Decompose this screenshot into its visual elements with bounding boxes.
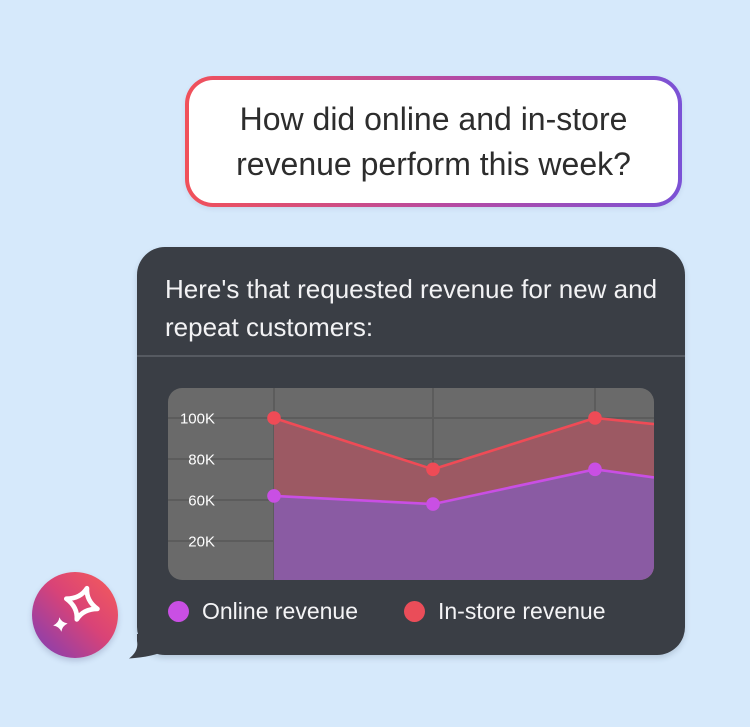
user-message-text: How did online and in-store revenue perf…: [236, 100, 631, 182]
y-axis-tick-label: 80K: [188, 452, 215, 469]
legend-label: Online revenue: [202, 598, 358, 624]
data-point-marker: [267, 489, 281, 503]
assistant-message-text: Here's that requested revenue for new an…: [165, 274, 658, 342]
data-point-marker: [588, 411, 602, 425]
data-point-marker: [426, 497, 440, 511]
series-area: [274, 469, 654, 580]
y-axis-tick-label: 60K: [188, 493, 215, 510]
data-point-marker: [588, 462, 602, 477]
chart-svg: 100K 80K 60K 20K: [168, 388, 654, 580]
y-axis-tick-label: 20K: [188, 534, 215, 551]
data-point-marker: [426, 462, 440, 477]
series-line: [273, 467, 654, 506]
sparkle-star-icon: [53, 585, 100, 632]
user-message-bubble: How did online and in-store revenue perf…: [185, 76, 682, 207]
y-axis-tick-label: 100K: [180, 411, 215, 428]
series-line: [273, 416, 654, 471]
speech-bubble-tail: [129, 634, 167, 659]
divider: [137, 355, 685, 357]
assistant-avatar: [32, 572, 118, 658]
revenue-area-chart: 100K 80K 60K 20K: [168, 388, 654, 580]
legend-item: Online revenue: [168, 598, 358, 625]
legend-label: In-store revenue: [438, 598, 606, 624]
data-point-marker: [267, 411, 281, 425]
legend-swatch: [168, 601, 189, 622]
chart-legend: Online revenue In-store revenue: [168, 598, 605, 625]
assistant-message-bubble: Here's that requested revenue for new an…: [137, 247, 685, 655]
legend-item: In-store revenue: [404, 598, 605, 625]
legend-swatch: [404, 601, 425, 622]
